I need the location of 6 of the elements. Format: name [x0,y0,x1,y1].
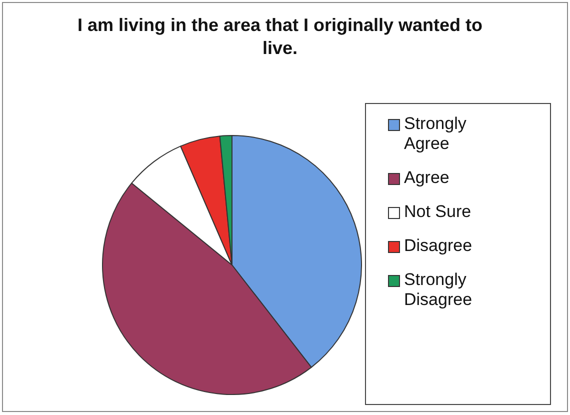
legend-label: Agree [404,168,450,188]
legend-label: Not Sure [404,202,472,222]
legend-label: Strongly Disagree [404,270,474,310]
legend-label: Disagree [404,236,472,256]
legend-label: Strongly Agree [404,114,468,154]
chart-title: I am living in the area that I originally wanted to live. [76,14,484,60]
